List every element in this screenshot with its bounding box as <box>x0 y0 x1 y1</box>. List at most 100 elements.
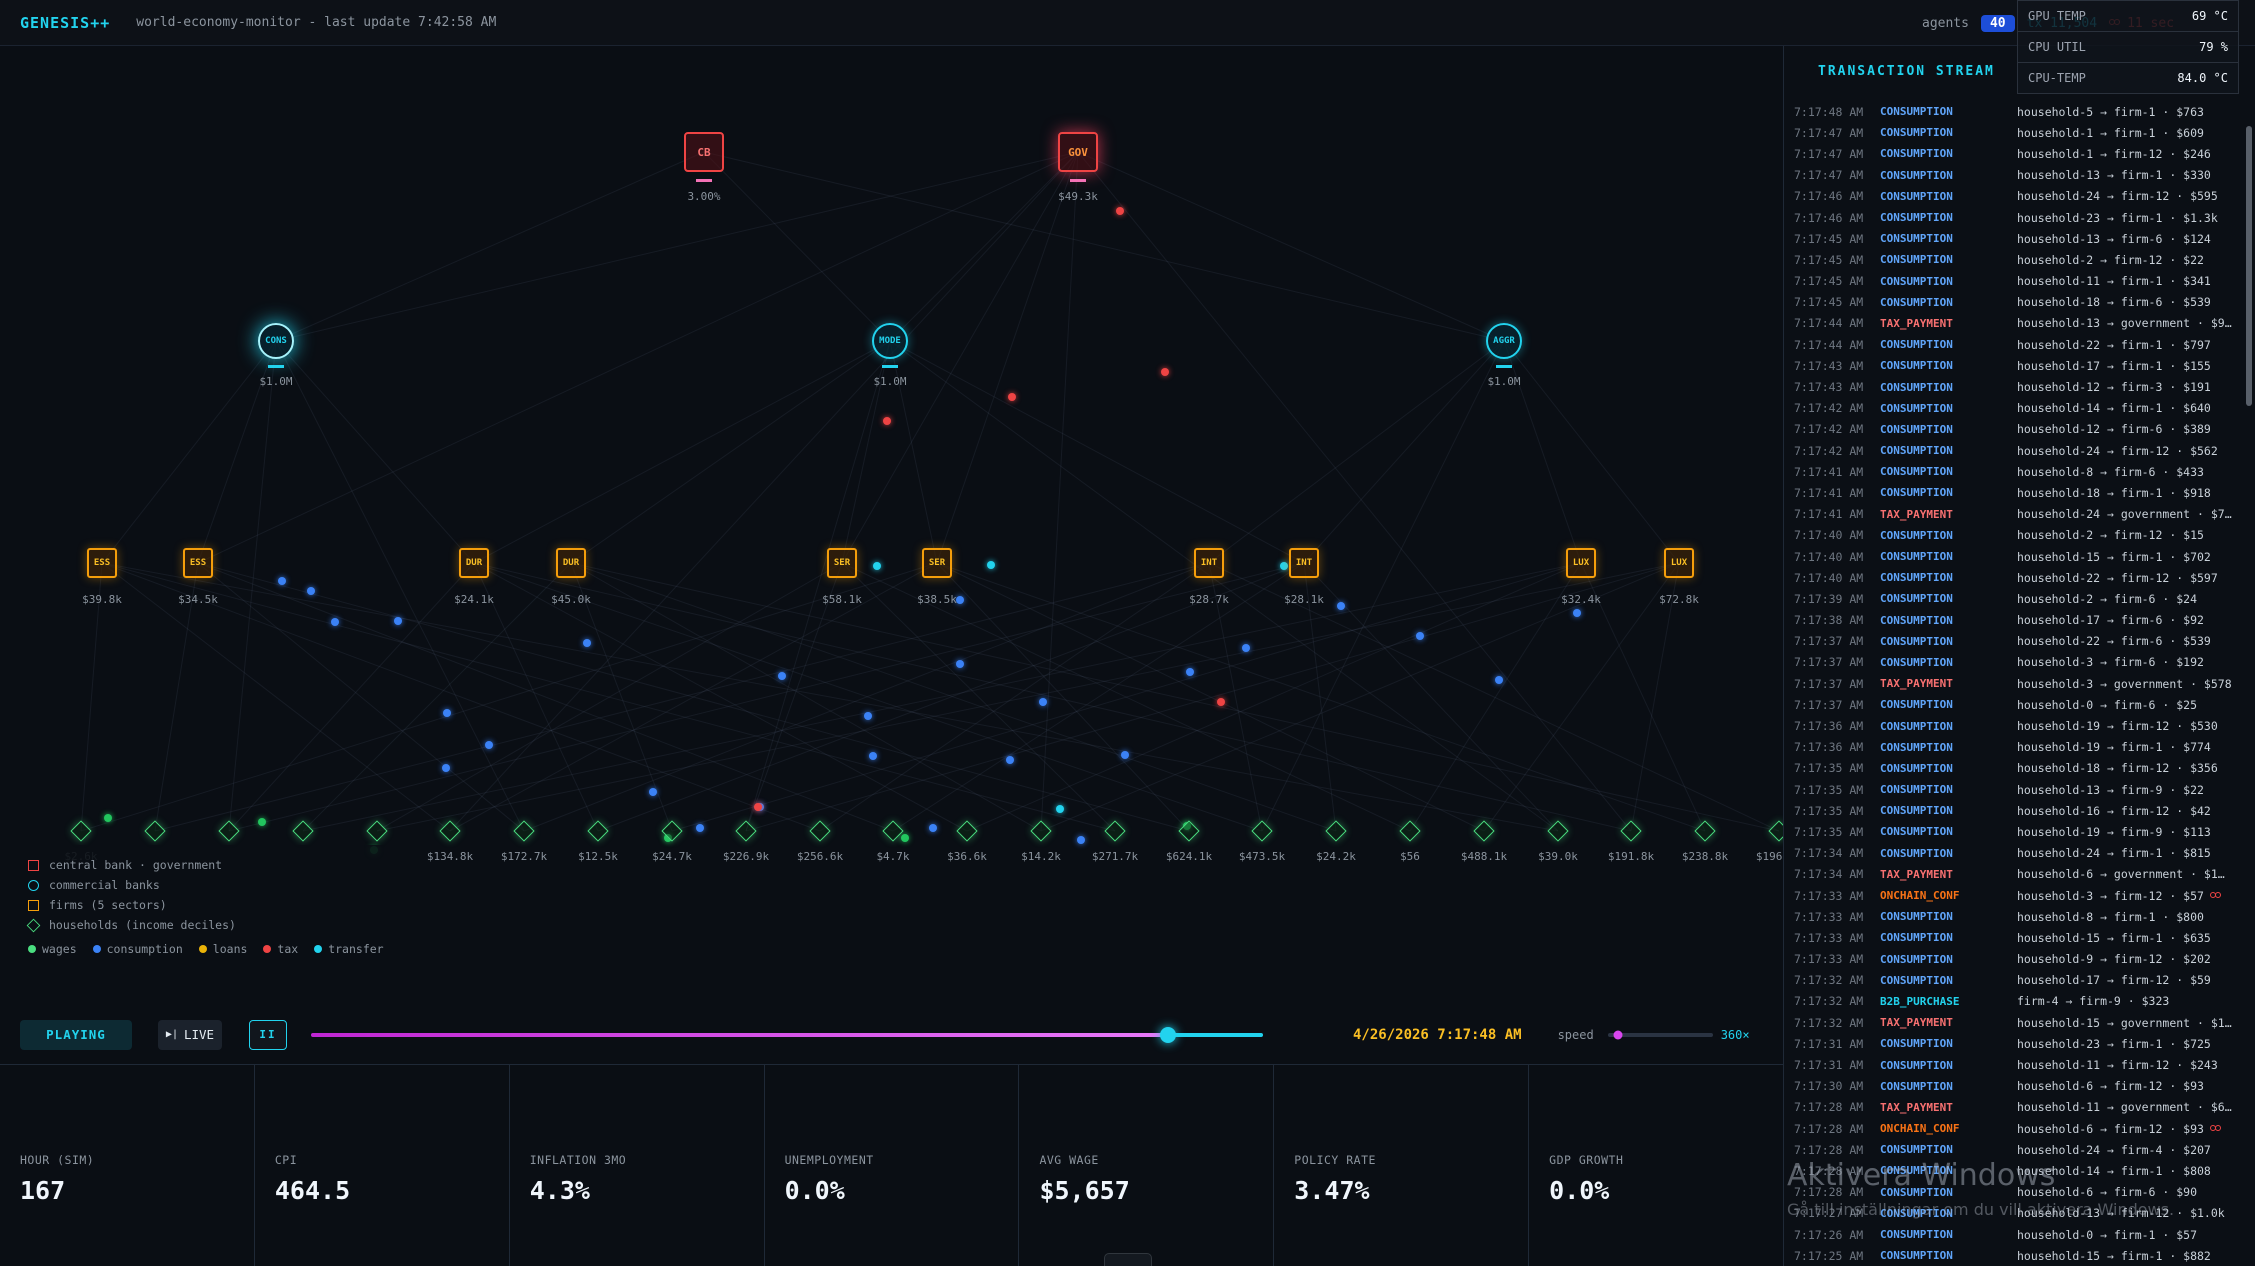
transaction-time: 7:17:33 AM <box>1794 888 1864 903</box>
red-flow-particle <box>883 417 891 425</box>
node-money-label: $172.7k <box>500 850 548 863</box>
transaction-type: CONSUMPTION <box>1880 550 1953 564</box>
network-node-cb[interactable]: CB <box>684 132 724 172</box>
transaction-description: household-24 → firm-12 · $595 <box>2017 189 2218 204</box>
network-node-f5[interactable]: SER <box>922 548 952 578</box>
network-edges <box>80 151 1780 832</box>
node-money-label: $58.1k <box>822 593 862 606</box>
node-label: SER <box>928 558 946 568</box>
stat-value: 4.3% <box>529 1176 590 1205</box>
network-node-f2[interactable]: DUR <box>459 548 489 578</box>
legend-flow-item: transfer <box>314 942 384 956</box>
network-node-f0[interactable]: ESS <box>87 548 117 578</box>
blue-flow-particle <box>442 764 450 772</box>
transaction-type: CONSUMPTION <box>1880 189 1953 203</box>
legend-label: households (income deciles) <box>49 918 236 932</box>
network-node-f1[interactable]: ESS <box>183 548 213 578</box>
stat-label: GDP GROWTH <box>1549 1153 1624 1167</box>
timeline-handle[interactable] <box>1159 1026 1176 1043</box>
speed-slider[interactable] <box>1607 1030 1713 1039</box>
transaction-time: 7:17:39 AM <box>1794 591 1864 606</box>
transaction-type: CONSUMPTION <box>1880 528 1953 542</box>
transaction-scrollbar[interactable] <box>2246 126 2252 406</box>
transaction-time: 7:17:37 AM <box>1794 676 1864 691</box>
transaction-description: household-18 → firm-12 · $356 <box>2017 761 2218 776</box>
sysmon-value: 69 °C <box>2191 9 2228 23</box>
legend-flow-types: wages consumption loans tax transfer <box>28 942 390 956</box>
transaction-description: household-24 → firm-4 · $207 <box>2017 1142 2211 1157</box>
transaction-time: 7:17:27 AM <box>1794 1206 1864 1221</box>
transaction-time: 7:17:32 AM <box>1794 994 1864 1009</box>
transaction-description: household-18 → firm-1 · $918 <box>2017 485 2211 500</box>
network-node-f9[interactable]: LUX <box>1664 548 1694 578</box>
circle-symbol-icon <box>28 879 39 891</box>
transaction-type: CONSUMPTION <box>1880 571 1953 585</box>
network-node-f8[interactable]: LUX <box>1566 548 1596 578</box>
red-flow-particle <box>1161 368 1169 376</box>
transaction-time: 7:17:32 AM <box>1794 1015 1864 1030</box>
transaction-type: CONSUMPTION <box>1880 1206 1953 1220</box>
blue-flow-particle <box>1495 676 1503 684</box>
transaction-description: household-6 → government · $1… <box>2017 867 2225 882</box>
transaction-type: CONSUMPTION <box>1880 274 1953 288</box>
network-canvas[interactable]: CB 3.00% GOV $49.3k CONS $1.0M MODE $1.0M AGGR $1… <box>0 46 1783 1005</box>
transaction-time: 7:17:33 AM <box>1794 930 1864 945</box>
transaction-row: 7:17:32 AM CONSUMPTION household-17 → firm… <box>1784 970 2255 991</box>
node-money-label: $1.0M <box>259 375 293 388</box>
legend-flow-item: consumption <box>92 942 183 956</box>
playing-status-button[interactable]: PLAYING <box>20 1019 132 1050</box>
network-node-f3[interactable]: DUR <box>556 548 586 578</box>
node-money-label: $12.5k <box>578 850 618 863</box>
red-flow-particle <box>754 803 762 811</box>
transaction-description: household-13 → firm-1 · $330 <box>2017 168 2211 183</box>
transaction-description: household-15 → firm-1 · $882 <box>2017 1248 2211 1263</box>
stat-hour-sim-: HOUR (SIM) 167 <box>0 1065 254 1266</box>
transaction-type: CONSUMPTION <box>1880 973 1953 987</box>
node-money-label: $271.7k <box>1091 850 1139 863</box>
transaction-description: household-5 → firm-1 · $763 <box>2017 104 2204 119</box>
transaction-description: household-6 → firm-12 · $93 <box>2017 1121 2204 1136</box>
red-flow-particle <box>1008 393 1016 401</box>
transaction-time: 7:17:44 AM <box>1794 337 1864 352</box>
transaction-row: 7:17:36 AM CONSUMPTION household-19 → firm… <box>1784 715 2255 736</box>
pause-button[interactable]: II <box>249 1019 287 1050</box>
network-node-f7[interactable]: INT <box>1289 548 1319 578</box>
speed-slider-handle[interactable] <box>1613 1030 1623 1039</box>
transaction-type: CONSUMPTION <box>1880 698 1953 712</box>
node-label: SER <box>833 558 851 568</box>
network-node-b1[interactable]: MODE <box>872 323 908 359</box>
bottom-partial-button[interactable] <box>1104 1253 1152 1266</box>
stat-policy-rate: POLICY RATE 3.47% <box>1273 1065 1528 1266</box>
legend-item: firms (5 sectors) <box>28 895 390 915</box>
transaction-type: CONSUMPTION <box>1880 1164 1953 1178</box>
transaction-row: 7:17:34 AM TAX_PAYMENT household-6 → gover… <box>1784 864 2255 885</box>
transaction-row: 7:17:45 AM CONSUMPTION household-18 → firm… <box>1784 292 2255 313</box>
node-money-label: $134.8k <box>426 850 474 863</box>
node-money-label: $4.7k <box>876 850 910 863</box>
timeline-slider[interactable] <box>311 1026 1263 1043</box>
network-node-b2[interactable]: AGGR <box>1486 323 1522 359</box>
network-node-gov[interactable]: GOV <box>1058 132 1098 172</box>
transaction-time: 7:17:28 AM <box>1794 1121 1864 1136</box>
stat-value: 464.5 <box>274 1176 351 1205</box>
transaction-row: 7:17:45 AM CONSUMPTION household-11 → firm… <box>1784 271 2255 292</box>
transaction-description: household-23 → firm-1 · $725 <box>2017 1036 2211 1051</box>
network-node-b0[interactable]: CONS <box>258 323 294 359</box>
transaction-time: 7:17:46 AM <box>1794 189 1864 204</box>
transaction-time: 7:17:46 AM <box>1794 210 1864 225</box>
transaction-time: 7:17:45 AM <box>1794 274 1864 289</box>
transaction-description: household-19 → firm-1 · $774 <box>2017 740 2211 755</box>
network-node-f6[interactable]: INT <box>1194 548 1224 578</box>
transaction-description: household-19 → firm-9 · $113 <box>2017 824 2211 839</box>
transaction-row: 7:17:28 AM TAX_PAYMENT household-11 → gove… <box>1784 1097 2255 1118</box>
node-money-label: $39.8k <box>82 593 122 606</box>
transaction-row: 7:17:33 AM ONCHAIN_CONF household-3 → firm… <box>1784 885 2255 906</box>
node-money-label: $24.7k <box>652 850 692 863</box>
transaction-time: 7:17:32 AM <box>1794 973 1864 988</box>
flow-label: wages <box>42 942 77 956</box>
transaction-time: 7:17:42 AM <box>1794 443 1864 458</box>
network-node-f4[interactable]: SER <box>827 548 857 578</box>
transaction-row: 7:17:47 AM CONSUMPTION household-1 → firm-… <box>1784 143 2255 164</box>
live-button[interactable]: ▶| LIVE <box>158 1019 222 1050</box>
transaction-description: household-13 → government · $9… <box>2017 316 2232 331</box>
